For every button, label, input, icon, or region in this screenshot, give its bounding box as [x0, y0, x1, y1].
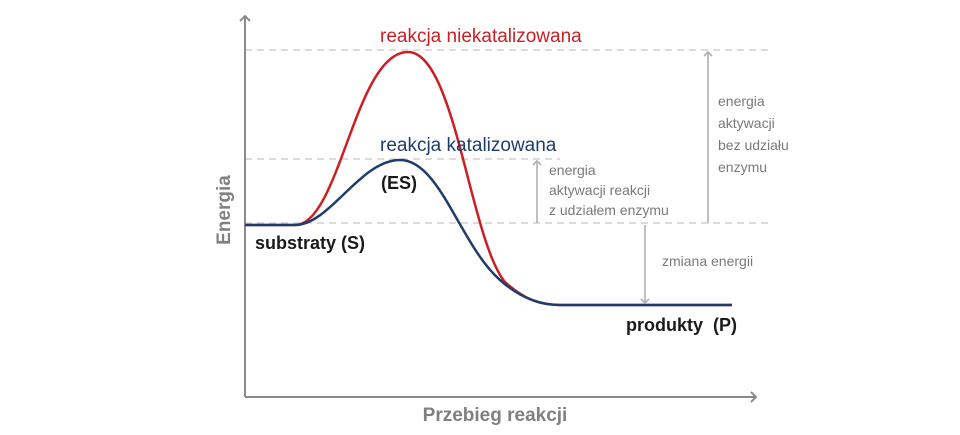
x-axis-title: Przebieg reakcji: [423, 405, 568, 426]
es-label: (ES): [381, 173, 417, 193]
catalyzed-curve: [245, 158, 732, 307]
products-label: produkty (P): [626, 315, 737, 335]
uncatalyzed-label: reakcja niekatalizowana: [380, 26, 582, 47]
catalyzed-activation-note: energia aktywacji reakcji z udziałem enz…: [549, 162, 669, 218]
substrates-label: substraty (S): [255, 233, 365, 253]
y-axis-title: Energia: [214, 175, 235, 245]
uncatalyzed-activation-note: energia aktywacji bez udziału enzymu: [718, 93, 793, 175]
energy-change-note: zmiana energii: [662, 253, 753, 269]
catalyzed-label: reakcja katalizowana: [380, 135, 557, 156]
